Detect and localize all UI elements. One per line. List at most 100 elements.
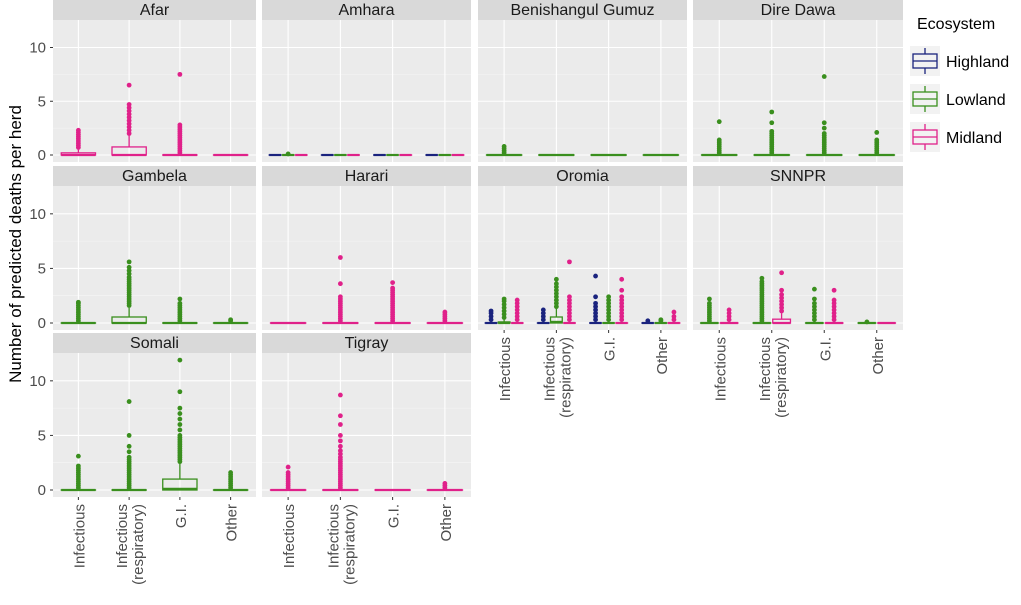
x-tick-label: (respiratory): [341, 504, 358, 585]
panel-strip: [262, 166, 471, 186]
box-infectious-respiratory-midland: [322, 255, 359, 325]
panel-title: Tigray: [345, 335, 389, 352]
panel-amhara: Amhara: [262, 0, 471, 162]
outlier-point: [75, 127, 81, 133]
outlier-point: [707, 296, 712, 302]
panel-title: SNNPR: [770, 168, 826, 185]
x-tick-label: Infectious: [757, 337, 774, 401]
panel-background: [53, 20, 256, 162]
outlier-point: [488, 308, 494, 314]
outlier-point: [177, 122, 183, 128]
outlier-point: [726, 307, 732, 313]
x-tick-label: Infectious: [114, 504, 131, 568]
box-infectious-lowland: [699, 296, 719, 325]
outlier-point: [812, 300, 817, 306]
outlier-point: [779, 270, 784, 276]
panel-strip: [478, 0, 687, 20]
outlier-point: [285, 470, 291, 475]
panel-strip: [53, 333, 256, 353]
panel-background: [693, 20, 903, 162]
box-other-midland: [667, 309, 681, 325]
outlier-point: [593, 294, 598, 300]
y-tick-label: 0: [38, 147, 46, 164]
box-infectious-lowland: [700, 119, 738, 157]
outlier-point: [75, 463, 81, 469]
panel-strip: [262, 0, 471, 20]
outlier-point: [619, 294, 625, 300]
box-infectious-lowland: [485, 144, 523, 157]
y-tick-label: 10: [29, 206, 46, 223]
outlier-point: [177, 300, 183, 306]
box-infectious-respiratory-lowland: [752, 275, 772, 325]
panel-background: [693, 186, 903, 330]
outlier-point: [442, 309, 448, 315]
x-tick-label: Infectious: [325, 504, 342, 568]
outlier-point: [593, 300, 598, 306]
legend-label: Highland: [946, 54, 1009, 71]
panel-afar: Afar 0 5 10: [29, 0, 256, 164]
panel-background: [262, 353, 471, 497]
box-g-i-lowland: [804, 286, 824, 325]
legend-item-lowland: Lowland: [910, 84, 1006, 114]
panel-title: Amhara: [338, 2, 394, 19]
panel-strip: [53, 166, 256, 186]
panel-strip: [693, 0, 903, 20]
x-tick-label: (respiratory): [130, 504, 147, 585]
y-tick-label: 0: [38, 482, 46, 499]
y-tick-label: 0: [38, 315, 46, 332]
outlier-point: [645, 318, 651, 324]
outlier-point: [779, 292, 784, 298]
box-g-i-highland: [589, 273, 603, 325]
legend-label: Midland: [946, 130, 1002, 147]
box-g-i-midland: [374, 280, 411, 325]
box-g-i-midland: [162, 71, 198, 157]
box-infectious-respiratory-highland: [536, 307, 550, 325]
outlier-point: [337, 422, 343, 427]
y-tick-label: 10: [29, 40, 46, 57]
outlier-point: [769, 128, 775, 134]
panel-strip: [478, 166, 687, 186]
outlier-point: [874, 137, 880, 143]
box-infectious-respiratory-midland: [111, 82, 147, 157]
legend-item-midland: Midland: [910, 122, 1002, 152]
y-axis-label: Number of predicted deaths per herd: [6, 105, 25, 383]
box-other-highland: [641, 318, 655, 325]
box-other-midland: [426, 309, 464, 325]
box-infectious-lowland: [281, 151, 295, 157]
facet-panels: Afar 0 5 10 Amhara Benishangul Gumuz Dire Dawa…: [29, 0, 903, 585]
x-tick-label: (respiratory): [557, 337, 574, 418]
outlier-point: [514, 297, 520, 303]
box-infectious-respiratory-lowland: [549, 276, 563, 324]
y-tick-label: 10: [29, 373, 46, 390]
panel-strip: [262, 333, 471, 353]
outlier-point: [442, 481, 448, 486]
panel-dire-dawa: Dire Dawa: [693, 0, 903, 162]
box-other-lowland: [654, 317, 668, 325]
box-infectious-respiratory-midland: [772, 270, 792, 325]
outlier-point: [126, 433, 132, 438]
outlier-point: [126, 264, 132, 270]
outlier-point: [337, 438, 343, 444]
x-tick-label: (respiratory): [773, 337, 790, 418]
panel-title: Gambela: [122, 168, 187, 185]
outlier-point: [228, 317, 234, 323]
outlier-point: [337, 392, 343, 398]
outlier-point: [619, 276, 625, 282]
outlier-point: [567, 294, 572, 300]
box-infectious-respiratory-midland: [562, 259, 576, 325]
outlier-point: [501, 296, 507, 302]
outlier-point: [501, 144, 507, 149]
panel-title: Harari: [345, 168, 389, 185]
outlier-point: [126, 449, 132, 455]
outlier-point: [864, 319, 870, 325]
box-infectious-respiratory-lowland: [111, 259, 147, 325]
box-infectious-lowland: [60, 453, 97, 492]
outlier-point: [177, 389, 183, 395]
panel-strip: [693, 166, 903, 186]
outlier-point: [831, 297, 837, 303]
x-tick-label: Infectious: [712, 337, 729, 401]
outlier-point: [177, 411, 183, 416]
panel-background: [262, 20, 471, 162]
outlier-point: [285, 464, 291, 470]
